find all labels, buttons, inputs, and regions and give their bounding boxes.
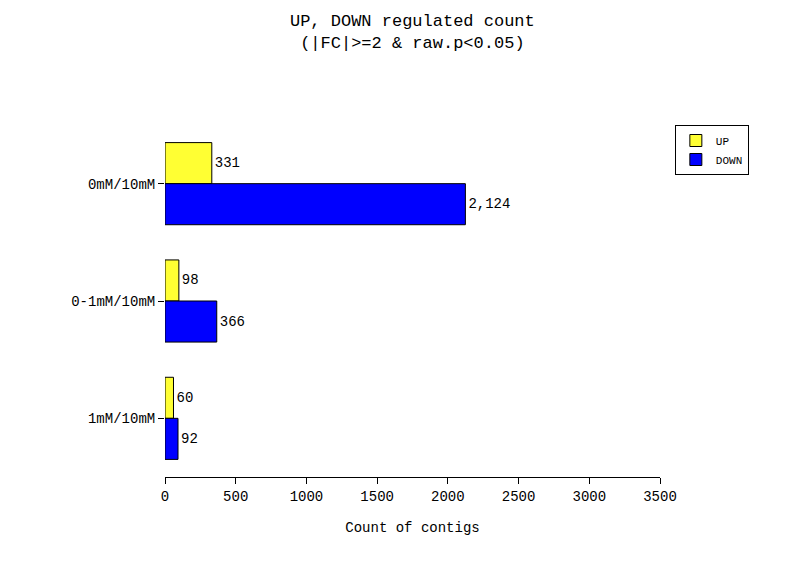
svg-text:DOWN: DOWN xyxy=(716,155,742,167)
svg-text:1000: 1000 xyxy=(290,489,324,505)
svg-text:3000: 3000 xyxy=(572,489,606,505)
svg-text:331: 331 xyxy=(215,155,240,171)
svg-text:2,124: 2,124 xyxy=(468,196,510,212)
svg-text:0mM/10mM: 0mM/10mM xyxy=(88,177,155,193)
svg-text:Count of contigs: Count of contigs xyxy=(345,520,479,536)
svg-text:98: 98 xyxy=(182,272,199,288)
svg-text:500: 500 xyxy=(223,489,248,505)
svg-text:UP: UP xyxy=(716,136,730,148)
svg-text:1500: 1500 xyxy=(360,489,394,505)
svg-text:UP, DOWN regulated count(|FC|>: UP, DOWN regulated count(|FC|>=2 & raw.p… xyxy=(290,12,535,53)
svg-text:3500: 3500 xyxy=(643,489,677,505)
svg-text:60: 60 xyxy=(176,390,193,406)
svg-text:1mM/10mM: 1mM/10mM xyxy=(88,411,155,427)
svg-text:366: 366 xyxy=(220,314,245,330)
svg-text:0: 0 xyxy=(161,489,169,505)
svg-text:92: 92 xyxy=(181,431,198,447)
svg-text:2000: 2000 xyxy=(431,489,465,505)
svg-text:0-1mM/10mM: 0-1mM/10mM xyxy=(71,294,155,310)
svg-text:2500: 2500 xyxy=(502,489,536,505)
